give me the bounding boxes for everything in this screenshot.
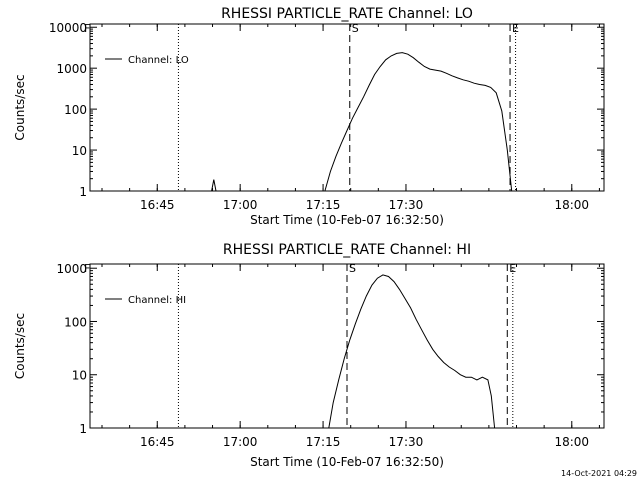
x-tick-label: 18:00 [554,198,589,212]
y-axis-label: Counts/sec [13,74,27,140]
x-tick-label: 17:00 [223,198,258,212]
chart-panel-1: RHESSI PARTICLE_RATE Channel: HI 16:45 17:… [13,242,605,469]
x-tick-label: 17:15 [306,435,341,449]
x-tick-label: 18:00 [554,435,589,449]
marker-label-e: E [512,22,519,35]
y-axis-label: Counts/sec [13,313,27,379]
x-tick-label: 17:00 [223,435,258,449]
marker-label-e: E [509,262,516,275]
plot-frame [89,23,605,192]
chart-title: RHESSI PARTICLE_RATE Channel: LO [221,6,473,22]
series-line-lo-spike [211,179,217,192]
y-tick-label: 1000 [56,62,87,76]
marker-label-f: F [84,262,90,275]
y-tick-label: 10 [72,144,87,158]
legend-label: Channel: LO [128,55,189,66]
y-tick-label: 100 [64,103,87,117]
x-tick-label: 17:30 [389,198,424,212]
timestamp: 14-Oct-2021 04:29 [561,469,637,478]
x-axis-label: Start Time (10-Feb-07 16:32:50) [250,455,444,469]
marker-label-s: S [352,22,359,35]
series-line-lo [324,52,513,192]
chart-panel-0: RHESSI PARTICLE_RATE Channel: LO 16:45 17:… [13,6,605,227]
marker-label-s: S [349,262,356,275]
marker-label-f: F [84,22,90,35]
y-tick-label: 10 [72,369,87,383]
x-tick-label: 17:15 [306,198,341,212]
y-tick-label: 1000 [56,262,87,276]
x-axis-label: Start Time (10-Feb-07 16:32:50) [250,213,444,227]
y-tick-label: 100 [64,315,87,329]
y-tick-label: 10000 [49,21,87,35]
x-tick-label: 16:45 [140,435,175,449]
legend-label: Channel: HI [128,295,186,306]
chart-title: RHESSI PARTICLE_RATE Channel: HI [223,242,471,258]
y-tick-label: 1 [79,185,87,199]
x-tick-label: 16:45 [140,198,175,212]
series-line-hi [328,274,496,429]
y-tick-label: 1 [79,422,87,436]
x-tick-label: 17:30 [389,435,424,449]
